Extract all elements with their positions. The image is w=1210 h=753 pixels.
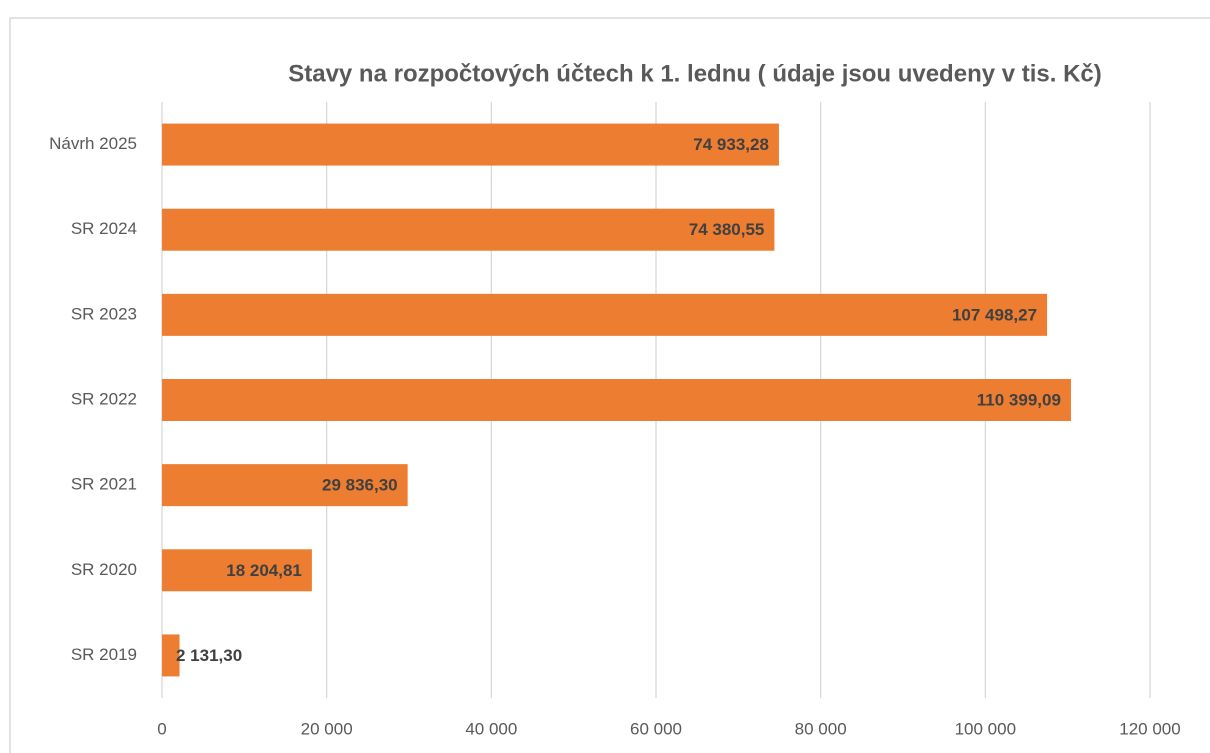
y-tick-label: SR 2022 — [71, 389, 137, 408]
bar — [162, 549, 312, 592]
value-label: 107 498,27 — [952, 305, 1037, 324]
chart-title: Stavy na rozpočtových účtech k 1. lednu … — [288, 60, 1102, 87]
value-label: 74 933,28 — [693, 135, 769, 154]
x-tick-label: 80 000 — [795, 719, 847, 738]
value-label: 110 399,09 — [977, 390, 1061, 409]
y-tick-label: SR 2024 — [71, 219, 137, 238]
value-label: 2 131,30 — [176, 646, 242, 665]
x-tick-label: 0 — [157, 719, 166, 738]
y-tick-label: SR 2023 — [71, 304, 137, 323]
x-tick-label: 60 000 — [630, 719, 682, 738]
value-label: 18 204,81 — [226, 561, 302, 580]
bar — [162, 293, 1048, 336]
bar — [162, 379, 1071, 421]
bar — [162, 208, 775, 251]
y-tick-label: SR 2021 — [71, 475, 137, 494]
value-label: 29 836,30 — [322, 476, 398, 495]
x-tick-label: 100 000 — [955, 719, 1016, 738]
bar — [162, 123, 779, 166]
bar — [162, 464, 408, 507]
y-tick-label: Návrh 2025 — [49, 134, 137, 153]
y-tick-label: SR 2020 — [71, 560, 137, 579]
x-tick-label: 120 000 — [1119, 719, 1180, 738]
x-tick-label: 40 000 — [465, 719, 517, 738]
value-label: 74 380,55 — [689, 220, 765, 239]
bar — [162, 634, 180, 677]
y-tick-label: SR 2019 — [71, 645, 137, 664]
x-tick-label: 20 000 — [301, 719, 353, 738]
